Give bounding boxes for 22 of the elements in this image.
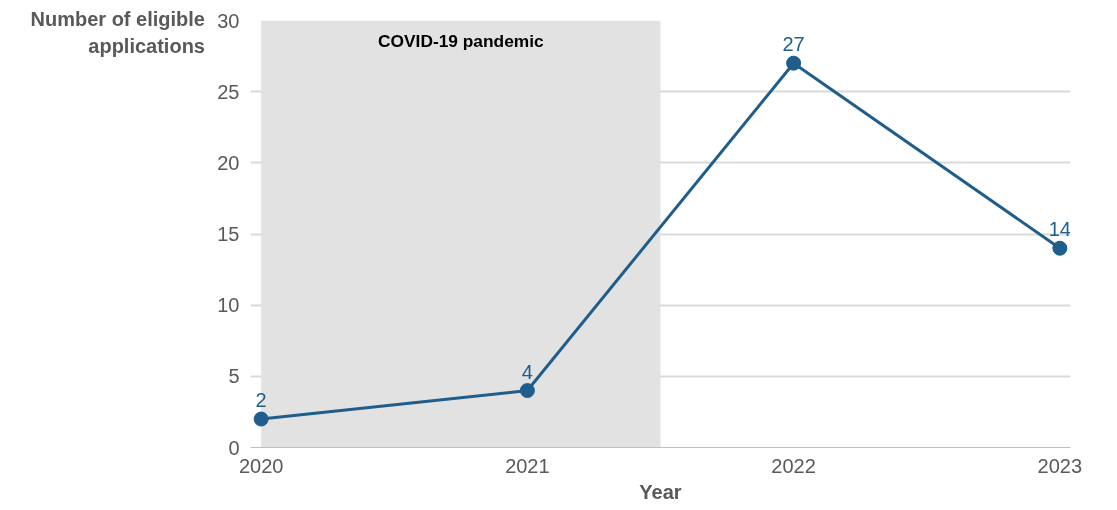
x-tick-label: 2023 xyxy=(1037,454,1083,477)
x-tick-label: 2020 xyxy=(238,454,284,477)
x-tick-label: 2022 xyxy=(771,454,816,477)
data-label: 4 xyxy=(521,360,533,383)
band-label: COVID-19 pandemic xyxy=(378,30,544,51)
y-axis-title: Number of eligible applications xyxy=(29,7,205,59)
x-axis-title: Year xyxy=(639,480,682,503)
y-tick-label: 20 xyxy=(217,151,240,174)
y-tick-label: 15 xyxy=(217,223,240,245)
point xyxy=(786,55,802,71)
data-label: 27 xyxy=(782,33,805,56)
point xyxy=(1052,240,1068,256)
point xyxy=(253,411,269,427)
x-tick-label: 2021 xyxy=(505,454,550,477)
data-label: 2 xyxy=(255,389,267,412)
point xyxy=(519,383,535,399)
data-label: 14 xyxy=(1048,218,1071,241)
y-tick-label: 30 xyxy=(217,9,240,32)
y-tick-label: 5 xyxy=(228,365,240,388)
y-tick-label: 25 xyxy=(217,80,240,103)
y-tick-label: 10 xyxy=(217,294,240,317)
y-tick-label: 0 xyxy=(228,436,240,459)
